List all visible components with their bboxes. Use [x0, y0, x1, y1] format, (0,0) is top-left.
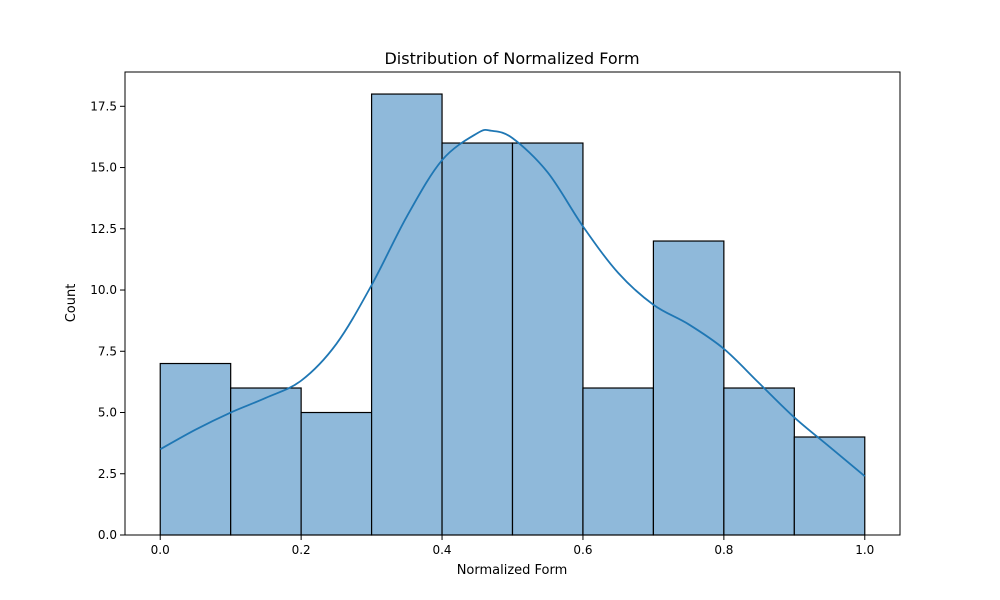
histogram-bar — [441, 142, 514, 536]
x-tick-label: 0.2 — [292, 543, 311, 557]
kde-curve — [159, 128, 866, 477]
x-tick-label: 1.0 — [855, 543, 874, 557]
histogram-bar — [230, 387, 302, 536]
x-tick-label: 0.4 — [432, 543, 451, 557]
y-axis-ticks: 0.0 2.5 5.0 7.5 10.0 12.5 15.0 17.5 — [90, 99, 125, 542]
chart-title: Distribution of Normalized Form — [384, 49, 639, 68]
y-tick-label: 15.0 — [90, 161, 117, 175]
histogram-bar — [582, 387, 655, 536]
histogram-bar — [159, 362, 232, 536]
x-tick-label: 0.6 — [573, 543, 592, 557]
histogram-bar — [723, 387, 795, 536]
axes-frame — [124, 71, 901, 536]
x-tick-label: 0.0 — [151, 543, 170, 557]
x-axis-ticks: 0.0 0.2 0.4 0.6 0.8 1.0 — [151, 535, 874, 557]
y-tick-label: 5.0 — [98, 406, 117, 420]
y-axis-label: Count — [64, 284, 79, 323]
y-tick-label: 17.5 — [90, 99, 117, 113]
x-tick-label: 0.8 — [714, 543, 733, 557]
histogram-bars — [159, 93, 866, 536]
histogram-bar — [511, 142, 584, 536]
y-tick-label: 12.5 — [90, 222, 117, 236]
histogram-bar — [793, 436, 866, 536]
y-tick-label: 7.5 — [98, 344, 117, 358]
x-axis-label: Normalized Form — [457, 563, 568, 578]
y-tick-label: 0.0 — [98, 528, 117, 542]
y-tick-label: 2.5 — [98, 467, 117, 481]
histogram-bar — [370, 93, 443, 536]
y-tick-label: 10.0 — [90, 283, 117, 297]
histogram-bar — [300, 411, 373, 536]
histogram-bar — [652, 240, 725, 536]
